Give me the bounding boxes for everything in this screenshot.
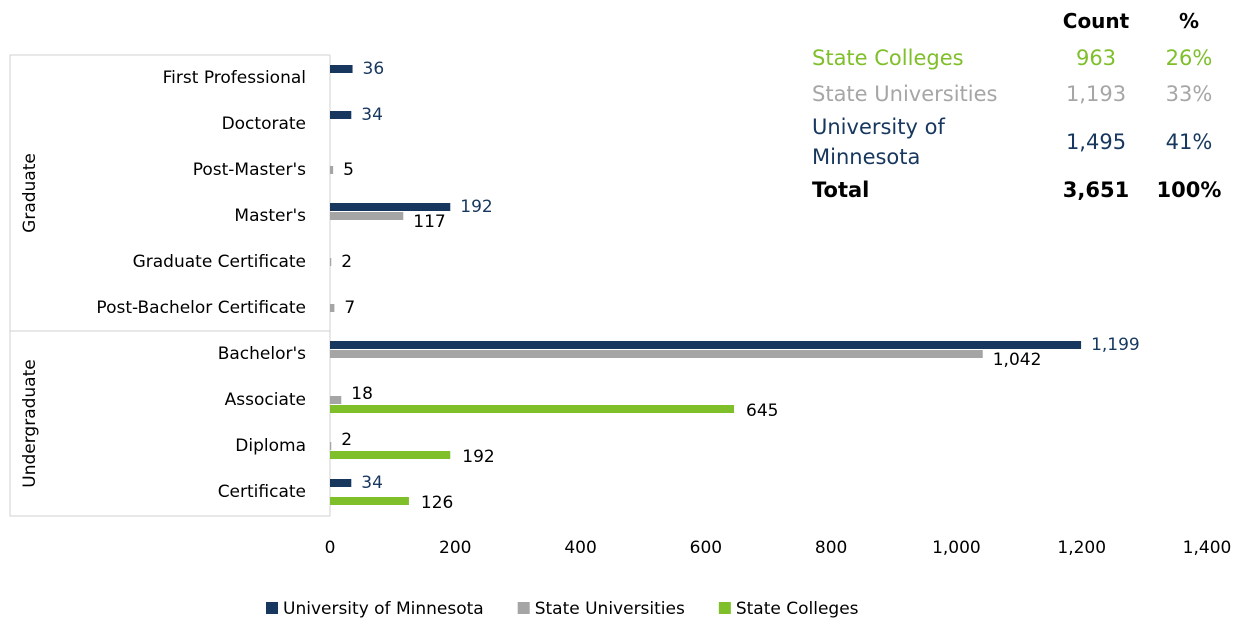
table-cell: 26% [1165,46,1213,70]
x-tick-label: 1,400 [1183,538,1232,558]
legend-label: State Colleges [736,599,859,619]
bar [330,111,352,119]
bar [330,451,451,459]
category-label: Master's [234,206,306,226]
category-label: Bachelor's [218,344,306,364]
x-tick-label: 400 [564,538,596,558]
value-label: 1,042 [993,350,1042,370]
bar [330,341,1082,349]
table-row: State Universities 1,193 33% [812,76,1234,112]
bar [330,203,451,211]
value-label: 192 [460,197,492,217]
category-panel [9,54,330,517]
legend-swatch [517,602,530,614]
table-cell: University of Minnesota [812,115,945,169]
value-label: 36 [363,59,385,79]
x-tick-label: 1,200 [1057,538,1106,558]
legend-label: University of Minnesota [283,599,484,619]
value-label: 1,199 [1091,335,1140,355]
table-row: Total 3,651 100% [812,172,1234,208]
x-tick-label: 200 [439,538,471,558]
bar [330,65,353,73]
value-label: 192 [462,447,494,467]
table-cell: 3,651 [1062,178,1130,202]
legend-swatch [718,602,731,614]
x-tick-label: 1,000 [932,538,981,558]
bar [330,479,352,487]
table-cell: 33% [1165,82,1213,106]
header-cell: % [1178,9,1200,33]
category-label: Post-Master's [193,160,306,180]
value-label: 2 [341,430,352,450]
group-label: Graduate [20,153,40,233]
category-label: First Professional [163,68,306,88]
bar [330,405,735,413]
legend-label: State Universities [535,599,685,619]
value-label: 34 [361,105,383,125]
table-cell: State Colleges [812,46,964,70]
x-tick-label: 0 [325,538,336,558]
table-cell: 1,193 [1065,82,1127,106]
category-label: Certificate [218,482,306,502]
bar [330,396,342,404]
legend-swatch [266,602,278,614]
table-cell: 963 [1075,46,1117,70]
category-label: Associate [225,390,306,410]
value-label: 2 [341,252,352,272]
table-cell: State Universities [812,82,998,106]
category-label: Graduate Certificate [133,252,306,272]
header-cell: Count [1062,9,1130,33]
table-header: Count % [812,2,1234,40]
x-tick-label: 800 [815,538,847,558]
table-cell: 100% [1156,178,1222,202]
table-cell: 1,495 [1065,130,1127,154]
table-row: University of Minnesota 1,495 41% [812,112,1234,172]
category-label: Doctorate [222,114,306,134]
table-cell: 41% [1165,130,1213,154]
bar [330,350,983,358]
category-label: Diploma [235,436,306,456]
bar [330,442,332,450]
value-label: 34 [361,473,383,493]
table-row: State Colleges 963 26% [812,40,1234,76]
table-cell: Total [812,178,870,202]
bar [330,166,334,174]
value-label: 645 [746,401,778,421]
category-label: Post-Bachelor Certificate [96,298,306,318]
value-label: 117 [413,212,445,232]
value-label: 7 [344,298,355,318]
value-label: 18 [351,384,373,404]
summary-table: Count % State Colleges 963 26% State Univer… [812,2,1234,208]
bar [330,497,409,505]
x-tick-label: 600 [690,538,722,558]
bar [330,304,335,312]
bar [330,212,404,220]
bar [330,258,332,266]
group-label: Undergraduate [20,359,40,487]
value-label: 5 [343,160,354,180]
value-label: 126 [421,493,453,513]
